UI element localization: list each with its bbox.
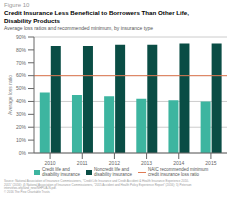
html-text:Noncredit life and disability: Noncredit life and disability insurance [94, 167, 133, 177]
svg-text:Average loss ratio: Average loss ratio [8, 75, 13, 115]
svg-text:2010: 2010 [45, 160, 56, 165]
svg-text:10%: 10% [16, 137, 27, 143]
svg-text:20%: 20% [16, 124, 27, 130]
svg-text:2015: 2015 [205, 160, 216, 165]
html-text:Average loss ratios and recomm: Average loss ratios and recommended mini… [4, 25, 154, 31]
svg-text:50%: 50% [16, 85, 27, 91]
html-text:Credit Insurance Less Benefici: Credit Insurance Less Beneficial to Borr… [4, 9, 189, 24]
svg-text:2014: 2014 [173, 160, 184, 165]
svg-text:80%: 80% [16, 47, 27, 53]
html-text:Credit life and disability ins: Credit life and disability insurance [42, 167, 80, 177]
svg-text:0%: 0% [19, 150, 27, 156]
svg-text:30%: 30% [16, 111, 27, 117]
svg-text:2011: 2011 [77, 160, 88, 165]
svg-text:60%: 60% [16, 72, 27, 78]
svg-text:90%: 90% [16, 34, 27, 40]
html-text:NAIC recommended minimum credi: NAIC recommended minimum credit insuranc… [148, 167, 209, 177]
html-text:Figure 10: Figure 10 [4, 2, 30, 8]
svg-text:70%: 70% [16, 60, 27, 66]
svg-text:2013: 2013 [141, 160, 152, 165]
svg-text:40%: 40% [16, 98, 27, 104]
html-text:Source: National Association o: Source: National Association of Insuranc… [4, 179, 192, 194]
svg-text:2012: 2012 [109, 160, 120, 165]
